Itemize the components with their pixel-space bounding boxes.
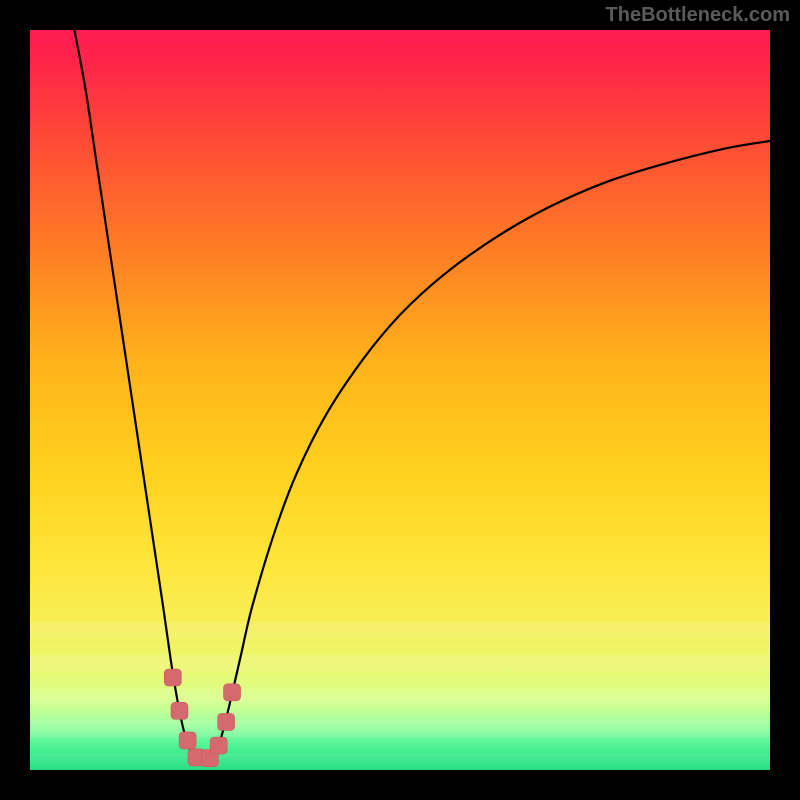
- data-marker: [164, 669, 181, 686]
- watermark-text: TheBottleneck.com: [606, 4, 790, 27]
- svg-root: [0, 0, 800, 800]
- data-marker: [224, 684, 241, 701]
- chart-svg: [0, 0, 800, 800]
- band-stripe: [30, 655, 770, 671]
- data-marker: [179, 732, 196, 749]
- band-stripe: [30, 622, 770, 638]
- band-stripe: [30, 721, 770, 737]
- chart-frame: TheBottleneck.com: [0, 0, 800, 800]
- data-marker: [210, 737, 227, 754]
- band-stripe: [30, 754, 770, 770]
- data-marker: [171, 702, 188, 719]
- band-stripe: [30, 688, 770, 704]
- data-marker: [218, 713, 235, 730]
